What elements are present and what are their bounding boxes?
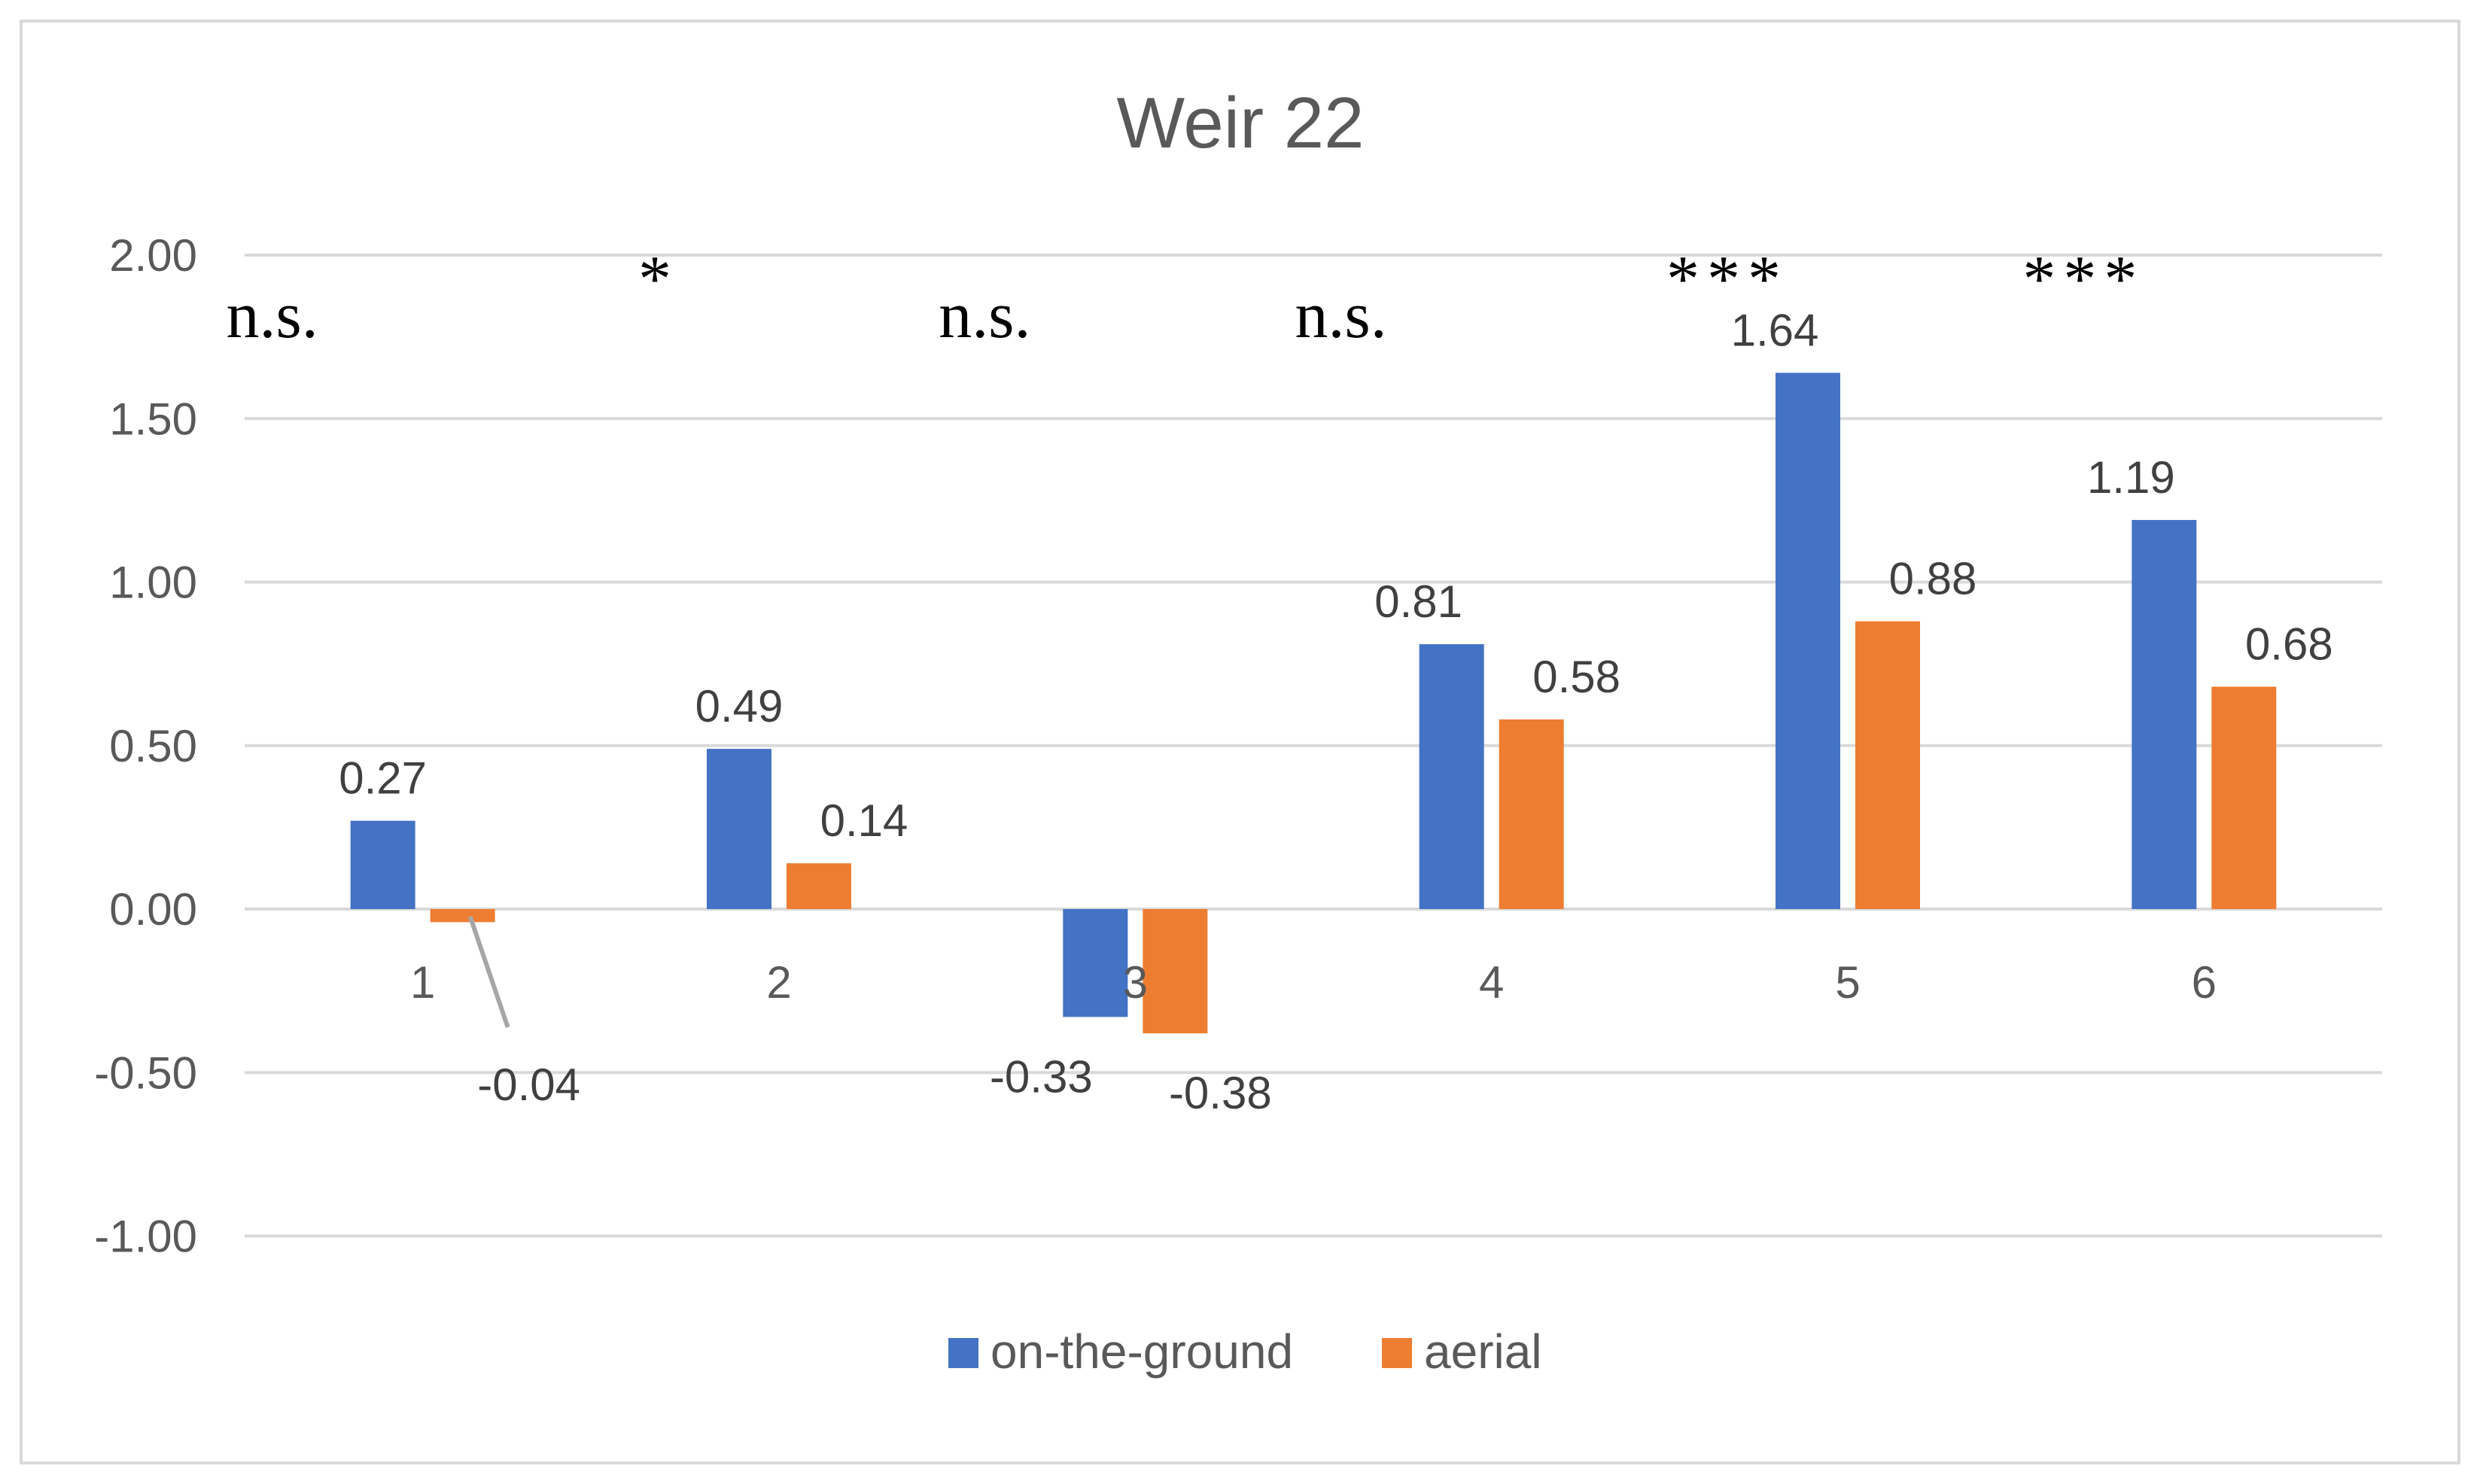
bar-aerial-2 bbox=[787, 863, 851, 909]
data-label-aerial: 0.88 bbox=[1889, 554, 1977, 604]
data-label-aerial: -0.04 bbox=[477, 1060, 580, 1110]
y-tick-label: 1.00 bbox=[109, 558, 197, 608]
bar-on-the-ground-5 bbox=[1776, 373, 1840, 909]
chart-title: Weir 22 bbox=[1116, 83, 1364, 163]
x-tick-label: 3 bbox=[1123, 957, 1148, 1008]
x-tick-label: 4 bbox=[1479, 957, 1504, 1008]
y-tick-label: 0.50 bbox=[109, 721, 197, 771]
bar-aerial-5 bbox=[1855, 621, 1920, 909]
y-axis-ticks: 2.00 1.50 1.00 0.50 0.00 -0.50 -1.00 bbox=[94, 230, 197, 1262]
legend-label-aerial: aerial bbox=[1424, 1324, 1542, 1379]
data-label-aerial: 0.58 bbox=[1532, 652, 1620, 702]
significance-marker: * bbox=[638, 243, 679, 316]
data-label-on-the-ground: 1.64 bbox=[1731, 305, 1819, 355]
chart-border bbox=[20, 20, 2460, 1464]
bar-on-the-ground-1 bbox=[350, 820, 415, 909]
y-tick-label: 0.00 bbox=[109, 884, 197, 935]
bar-on-the-ground-2 bbox=[707, 749, 771, 909]
significance-marker: n.s. bbox=[1295, 279, 1387, 352]
bar-aerial-6 bbox=[2211, 686, 2277, 909]
legend-label-on-the-ground: on-the-ground bbox=[990, 1324, 1293, 1379]
data-label-on-the-ground: 1.19 bbox=[2087, 452, 2175, 503]
bar-aerial-3 bbox=[1143, 909, 1208, 1034]
legend: on-the-ground aerial bbox=[948, 1324, 1542, 1379]
x-tick-label: 1 bbox=[410, 957, 435, 1008]
y-tick-label: 1.50 bbox=[109, 394, 197, 444]
data-label-aerial: 0.68 bbox=[2245, 619, 2333, 670]
bar-on-the-ground-6 bbox=[2132, 519, 2197, 909]
significance-markers: n.s. * n.s. n.s. *** *** bbox=[227, 243, 2144, 352]
data-label-on-the-ground: 0.49 bbox=[695, 681, 784, 731]
data-labels: 0.27 -0.04 0.49 0.14 -0.33 -0.38 0.81 0.58 1.64 0… bbox=[339, 305, 2332, 1118]
legend-swatch-aerial bbox=[1382, 1338, 1412, 1368]
gridlines bbox=[245, 254, 2382, 1238]
bar-on-the-ground-4 bbox=[1419, 644, 1484, 909]
bars bbox=[350, 373, 2277, 1034]
x-tick-label: 2 bbox=[766, 957, 791, 1008]
y-tick-label: -0.50 bbox=[94, 1048, 197, 1098]
y-tick-label: -1.00 bbox=[94, 1212, 197, 1262]
data-label-aerial: 0.14 bbox=[820, 795, 908, 846]
data-label-on-the-ground: 0.27 bbox=[339, 753, 427, 804]
x-tick-label: 6 bbox=[2192, 957, 2217, 1008]
leader-line bbox=[467, 916, 510, 1028]
significance-marker: *** bbox=[1666, 243, 1788, 316]
significance-marker: n.s. bbox=[227, 279, 318, 352]
data-label-aerial: -0.38 bbox=[1169, 1068, 1272, 1118]
bar-aerial-1 bbox=[430, 909, 495, 923]
bar-on-the-ground-3 bbox=[1063, 909, 1128, 1017]
legend-swatch-on-the-ground bbox=[948, 1338, 978, 1368]
x-tick-label: 5 bbox=[1835, 957, 1860, 1008]
significance-marker: *** bbox=[2022, 243, 2144, 316]
data-label-on-the-ground: -0.33 bbox=[990, 1051, 1093, 1102]
y-tick-label: 2.00 bbox=[109, 230, 197, 281]
x-axis-ticks: 1 2 3 4 5 6 bbox=[410, 957, 2217, 1008]
significance-marker: n.s. bbox=[939, 279, 1030, 352]
data-label-on-the-ground: 0.81 bbox=[1374, 576, 1462, 627]
bar-aerial-4 bbox=[1499, 719, 1564, 909]
